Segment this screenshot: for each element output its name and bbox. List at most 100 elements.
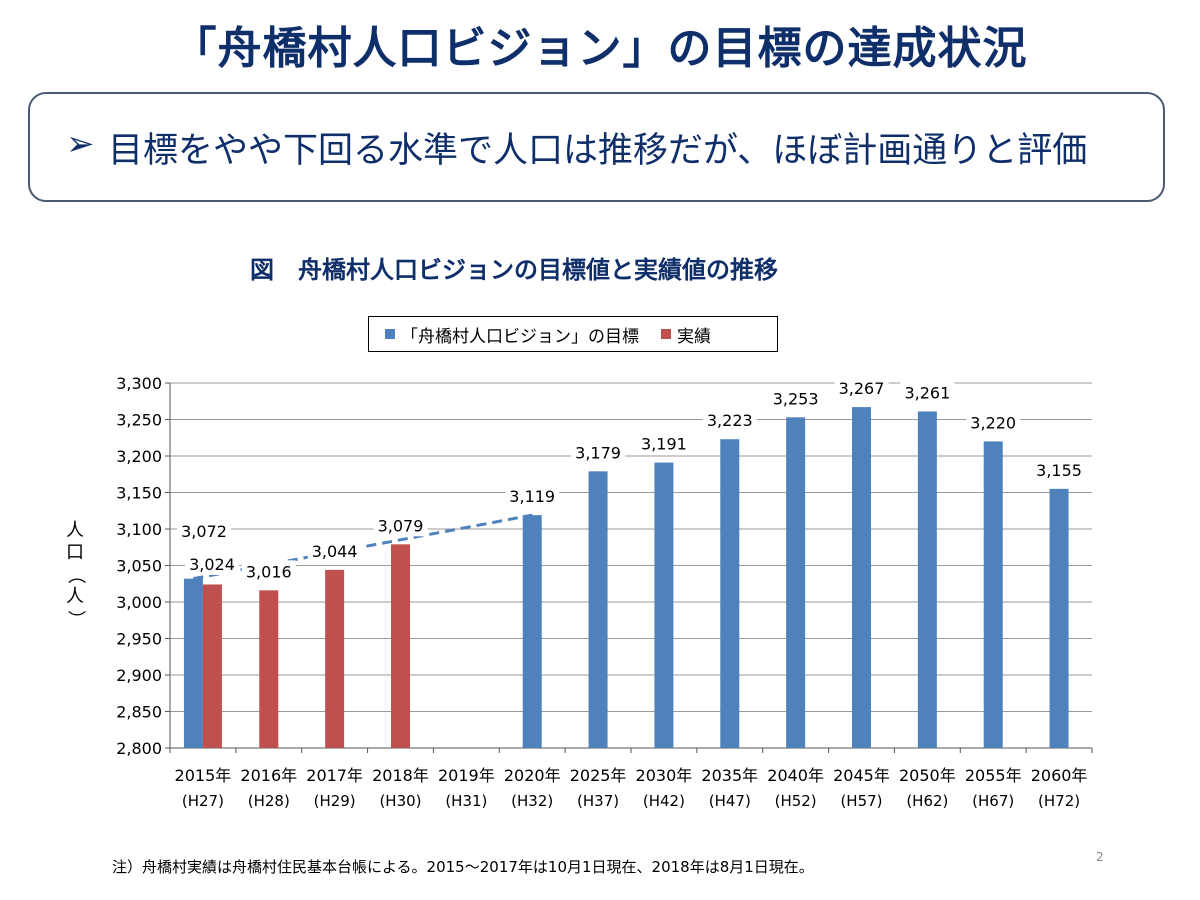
x-tick-label-era: (H57) xyxy=(840,792,882,810)
y-tick-label: 3,300 xyxy=(116,374,162,393)
bar-target xyxy=(983,441,1003,748)
y-tick-label: 2,900 xyxy=(116,666,162,685)
x-tick-label-year: 2025年 xyxy=(570,766,627,785)
x-tick-label-year: 2040年 xyxy=(767,766,824,785)
data-label-bg xyxy=(900,381,955,404)
page-number: 2 xyxy=(1096,850,1104,864)
y-axis-label: 人 口 （ 人 ） xyxy=(64,520,86,630)
x-tick-label-year: 2018年 xyxy=(372,766,429,785)
y-tick-label: 3,150 xyxy=(116,484,162,503)
data-label-bg xyxy=(241,560,296,583)
y-tick-label: 3,100 xyxy=(116,520,162,539)
bar-target xyxy=(786,417,806,748)
bar-actual xyxy=(391,544,410,748)
data-label-target: 3,220 xyxy=(970,413,1016,432)
x-tick-label-era: (H42) xyxy=(643,792,685,810)
x-tick-label-year: 2030年 xyxy=(636,766,693,785)
legend-swatch-actual xyxy=(661,329,671,339)
x-tick-label-era: (H37) xyxy=(577,792,619,810)
y-tick-label: 3,250 xyxy=(116,411,162,430)
bar-target xyxy=(183,578,203,748)
x-tick-label-era: (H31) xyxy=(445,792,487,810)
x-tick-label-era: (H30) xyxy=(379,792,421,810)
x-tick-label-year: 2055年 xyxy=(965,766,1022,785)
y-tick-label: 2,850 xyxy=(116,703,162,722)
data-label-bg xyxy=(571,441,626,464)
data-label-bg xyxy=(307,539,362,562)
summary-box: ➢ 目標をやや下回る水準で人口は推移だが、ほぼ計画通りと評価 xyxy=(28,92,1165,202)
bar-actual xyxy=(259,590,279,748)
bar-target xyxy=(522,515,542,748)
data-label-bg xyxy=(702,409,757,432)
x-tick-label-era: (H72) xyxy=(1038,792,1080,810)
y-tick-label: 3,050 xyxy=(116,557,162,576)
bar-target xyxy=(852,407,871,748)
chart-legend: 「舟橋村人口ビジョン」の目標 実績 xyxy=(368,316,778,352)
data-label-bg xyxy=(185,553,239,575)
x-tick-label-year: 2045年 xyxy=(833,766,890,785)
x-tick-label-era: (H27) xyxy=(182,792,224,810)
y-axis-label-char: 人 xyxy=(66,586,84,607)
x-tick-label-year: 2016年 xyxy=(240,766,297,785)
data-label-actual: 3,024 xyxy=(189,555,235,574)
legend-item-actual: 実績 xyxy=(661,322,711,347)
data-label-bg xyxy=(966,411,1021,434)
y-tick-label: 3,000 xyxy=(116,593,162,612)
footnote: 注）舟橋村実績は舟橋村住民基本台帳による。2015～2017年は10月1日現在、… xyxy=(112,858,814,876)
x-tick-label-era: (H67) xyxy=(972,792,1014,810)
bar-target xyxy=(720,439,740,748)
bar-actual xyxy=(325,569,345,748)
data-label-bg xyxy=(177,520,231,542)
x-tick-label-year: 2035年 xyxy=(701,766,758,785)
y-tick-label: 2,800 xyxy=(116,739,162,758)
data-label-bg xyxy=(834,377,889,400)
data-label-bg xyxy=(636,432,691,455)
data-label-actual: 3,044 xyxy=(312,542,358,561)
x-tick-label-era: (H62) xyxy=(906,792,948,810)
data-label-actual: 3,016 xyxy=(246,562,292,581)
summary-text: 目標をやや下回る水準で人口は推移だが、ほぼ計画通りと評価 xyxy=(108,131,1088,171)
data-label-actual: 3,079 xyxy=(378,516,424,535)
data-label-target: 3,191 xyxy=(641,435,687,454)
slide-title: 「舟橋村人口ビジョン」の目標の達成状況 xyxy=(172,23,1028,74)
x-tick-label-era: (H29) xyxy=(314,792,356,810)
data-label-target: 3,119 xyxy=(509,487,555,506)
data-label-target: 3,261 xyxy=(904,383,950,402)
bar-target xyxy=(917,411,937,748)
bullet-arrow-icon: ➢ xyxy=(66,124,95,164)
data-label-bg xyxy=(505,485,560,508)
data-label-target: 3,155 xyxy=(1036,461,1082,480)
y-tick-label: 3,200 xyxy=(116,447,162,466)
figure-title: 図 舟橋村人口ビジョンの目標値と実績値の推移 xyxy=(250,256,778,284)
x-tick-label-year: 2019年 xyxy=(438,766,495,785)
data-label-bg xyxy=(768,387,823,410)
data-label-target: 3,179 xyxy=(575,443,621,462)
x-tick-label-year: 2015年 xyxy=(175,766,232,785)
x-tick-label-year: 2060年 xyxy=(1031,766,1088,785)
x-tick-label-era: (H52) xyxy=(775,792,817,810)
legend-swatch-target xyxy=(385,329,395,339)
bar-target xyxy=(654,462,674,748)
x-tick-label-era: (H28) xyxy=(248,792,290,810)
bar-target xyxy=(588,471,608,748)
x-tick-label-year: 2050年 xyxy=(899,766,956,785)
x-tick-label-era: (H32) xyxy=(511,792,553,810)
legend-label-target: 「舟橋村人口ビジョン」の目標 xyxy=(401,326,639,347)
data-label-target: 3,253 xyxy=(773,389,819,408)
bar-actual xyxy=(202,584,222,748)
x-tick-label-year: 2020年 xyxy=(504,766,561,785)
x-tick-label-year: 2017年 xyxy=(306,766,363,785)
legend-label-actual: 実績 xyxy=(677,326,711,347)
x-tick-label-era: (H47) xyxy=(709,792,751,810)
y-axis-label-char: 口 xyxy=(66,542,84,563)
legend-item-target: 「舟橋村人口ビジョン」の目標 xyxy=(385,322,639,347)
data-label-bg xyxy=(373,514,428,537)
data-label-target: 3,072 xyxy=(181,522,227,541)
y-tick-label: 2,950 xyxy=(116,630,162,649)
y-axis-label-char: 人 xyxy=(66,520,84,541)
data-label-bg xyxy=(1032,458,1087,481)
bar-target xyxy=(1049,488,1069,748)
data-label-target: 3,223 xyxy=(707,411,753,430)
data-label-target: 3,267 xyxy=(839,379,885,398)
